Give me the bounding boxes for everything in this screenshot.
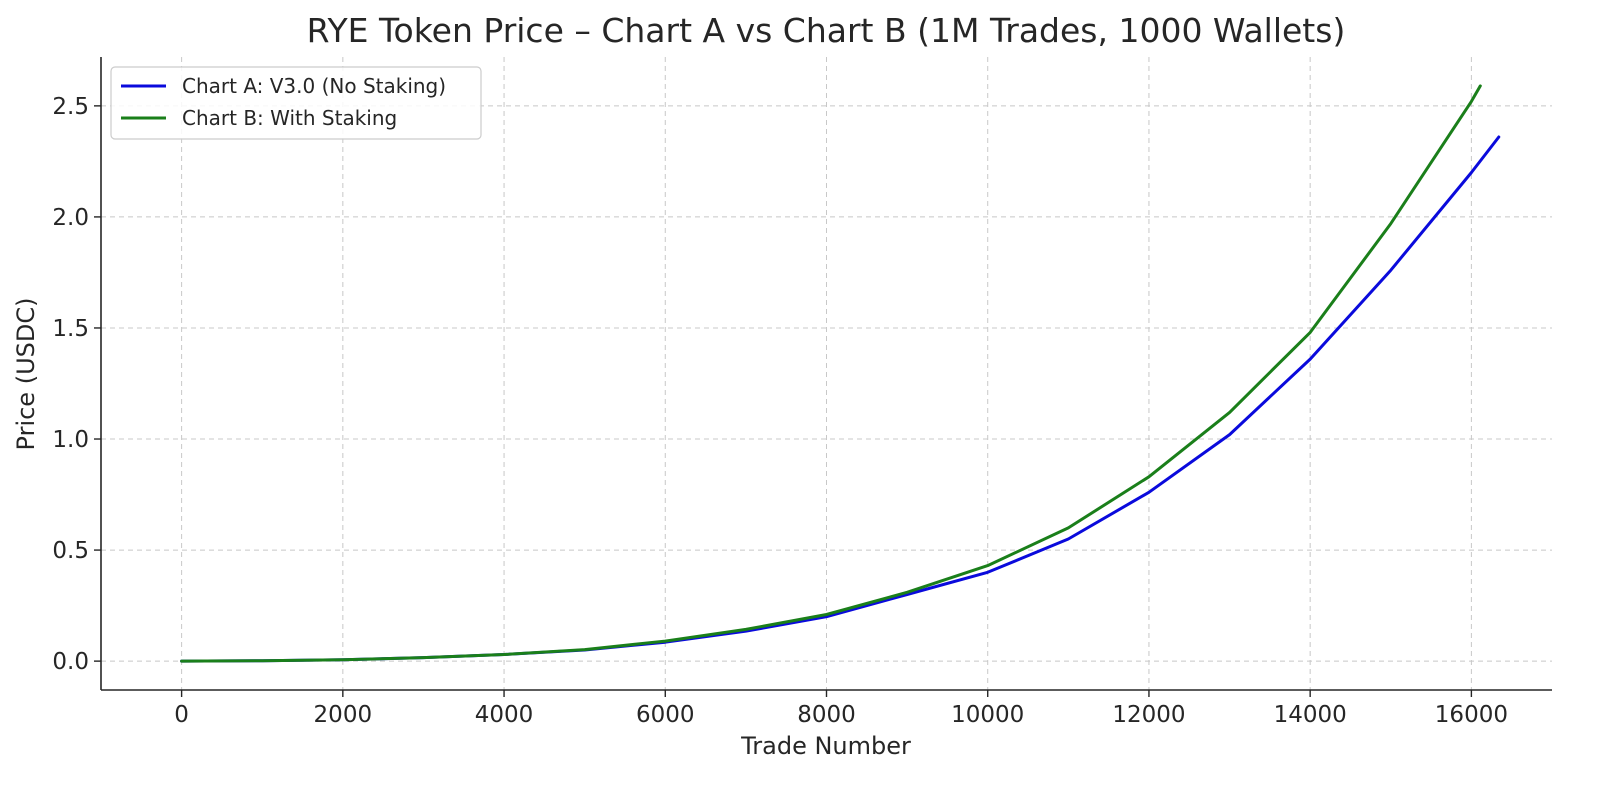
legend-box — [110, 66, 482, 140]
y-tick-label: 0.0 — [52, 649, 89, 675]
x-tick-label: 10000 — [951, 702, 1024, 728]
legend-label-chart-a: Chart A: V3.0 (No Staking) — [182, 74, 446, 98]
x-tick-label: 16000 — [1435, 702, 1508, 728]
legend: Chart A: V3.0 (No Staking) Chart B: With… — [110, 66, 482, 140]
x-tick-label: 6000 — [636, 702, 695, 728]
y-tick-label: 0.5 — [52, 538, 89, 564]
y-tick-label: 2.0 — [52, 205, 89, 231]
ticks: 0 2000 4000 6000 8000 10000 12000 14000 16000 0.0… — [52, 94, 1508, 728]
series-line-chart-a — [180, 135, 1501, 663]
x-tick-label: 4000 — [475, 702, 534, 728]
series-line-chart-b — [180, 84, 1482, 663]
x-tick-label: 12000 — [1112, 702, 1185, 728]
y-axis-label: Price (USDC) — [12, 298, 40, 451]
series-lines — [180, 84, 1501, 663]
x-tick-label: 0 — [174, 702, 189, 728]
x-tick-label: 8000 — [797, 702, 856, 728]
y-tick-label: 2.5 — [52, 94, 89, 120]
x-tick-label: 14000 — [1274, 702, 1347, 728]
grid — [101, 57, 1552, 690]
y-tick-label: 1.0 — [52, 427, 89, 453]
chart-title: RYE Token Price – Chart A vs Chart B (1M… — [307, 11, 1346, 50]
y-tick-label: 1.5 — [52, 316, 89, 342]
x-axis-label: Trade Number — [740, 732, 911, 760]
legend-label-chart-b: Chart B: With Staking — [182, 106, 397, 130]
x-tick-label: 2000 — [314, 702, 373, 728]
